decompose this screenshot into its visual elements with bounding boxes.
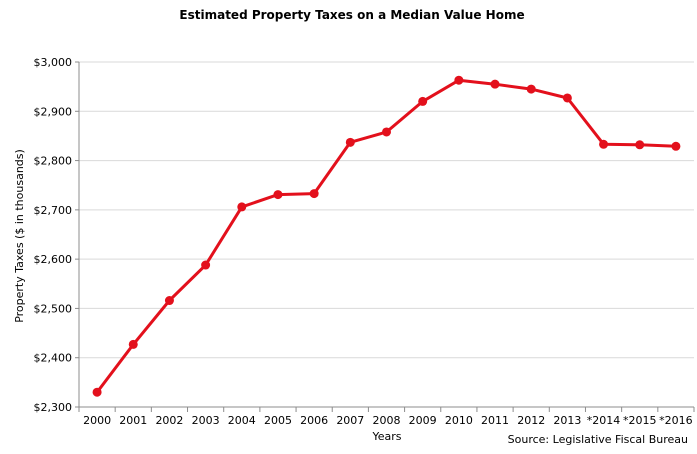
y-tick-label: $3,000 bbox=[34, 56, 73, 69]
x-tick-label: 2012 bbox=[517, 414, 545, 427]
data-point bbox=[526, 84, 536, 94]
series-line bbox=[95, 78, 676, 394]
gridlines bbox=[79, 61, 694, 359]
chart-title: Estimated Property Taxes on a Median Val… bbox=[179, 8, 524, 22]
x-axis-title: Years bbox=[371, 430, 401, 443]
x-tick-label: 2007 bbox=[336, 414, 364, 427]
data-point bbox=[273, 190, 283, 200]
data-point bbox=[237, 202, 247, 212]
data-point bbox=[345, 137, 355, 147]
x-tick-label: 2013 bbox=[553, 414, 581, 427]
data-point bbox=[635, 140, 645, 150]
x-tick-label: 2002 bbox=[155, 414, 183, 427]
y-tick-label: $2,500 bbox=[34, 302, 73, 315]
y-tick-label: $2,400 bbox=[34, 352, 73, 365]
data-point bbox=[309, 189, 319, 199]
y-tick-label: $2,800 bbox=[34, 155, 73, 168]
x-tick-label: 2004 bbox=[228, 414, 256, 427]
data-points bbox=[92, 75, 681, 397]
axes bbox=[75, 61, 695, 412]
x-tick-label: 2003 bbox=[192, 414, 220, 427]
y-tick-label: $2,600 bbox=[34, 253, 73, 266]
data-point bbox=[382, 127, 391, 137]
x-tick-label: 2001 bbox=[119, 414, 147, 427]
x-tick-label: 2006 bbox=[300, 414, 328, 427]
x-tick-label: 2009 bbox=[409, 414, 437, 427]
y-axis-title: Property Taxes ($ in thousands) bbox=[13, 149, 26, 323]
x-tick-label: *2015 bbox=[623, 414, 657, 427]
data-point bbox=[128, 339, 138, 349]
x-tick-label: 2010 bbox=[445, 414, 473, 427]
data-point bbox=[490, 79, 500, 89]
x-tick-label: 2005 bbox=[264, 414, 292, 427]
data-point bbox=[201, 260, 211, 270]
data-point bbox=[671, 141, 681, 151]
data-point bbox=[92, 387, 102, 397]
x-tick-label: 2008 bbox=[373, 414, 401, 427]
x-tick-label: *2016 bbox=[659, 414, 693, 427]
x-tick-label: 2000 bbox=[83, 414, 111, 427]
data-point bbox=[454, 75, 464, 85]
y-tick-labels: $2,300 $2,400 $2,500 $2,600 $2,700 $2,800 $2,9… bbox=[34, 56, 73, 414]
source-note: Source: Legislative Fiscal Bureau bbox=[508, 433, 688, 446]
x-tick-labels: 2000 2001 2002 2003 2004 2005 2006 2007 2008 2009… bbox=[83, 414, 693, 427]
y-tick-label: $2,300 bbox=[34, 401, 73, 414]
y-tick-label: $2,900 bbox=[34, 105, 73, 118]
x-tick-label: 2011 bbox=[481, 414, 509, 427]
x-tick-label: *2014 bbox=[587, 414, 621, 427]
data-point bbox=[599, 139, 609, 149]
data-point bbox=[418, 96, 428, 106]
y-tick-label: $2,700 bbox=[34, 204, 73, 217]
data-point bbox=[562, 93, 572, 103]
data-point bbox=[164, 296, 174, 306]
